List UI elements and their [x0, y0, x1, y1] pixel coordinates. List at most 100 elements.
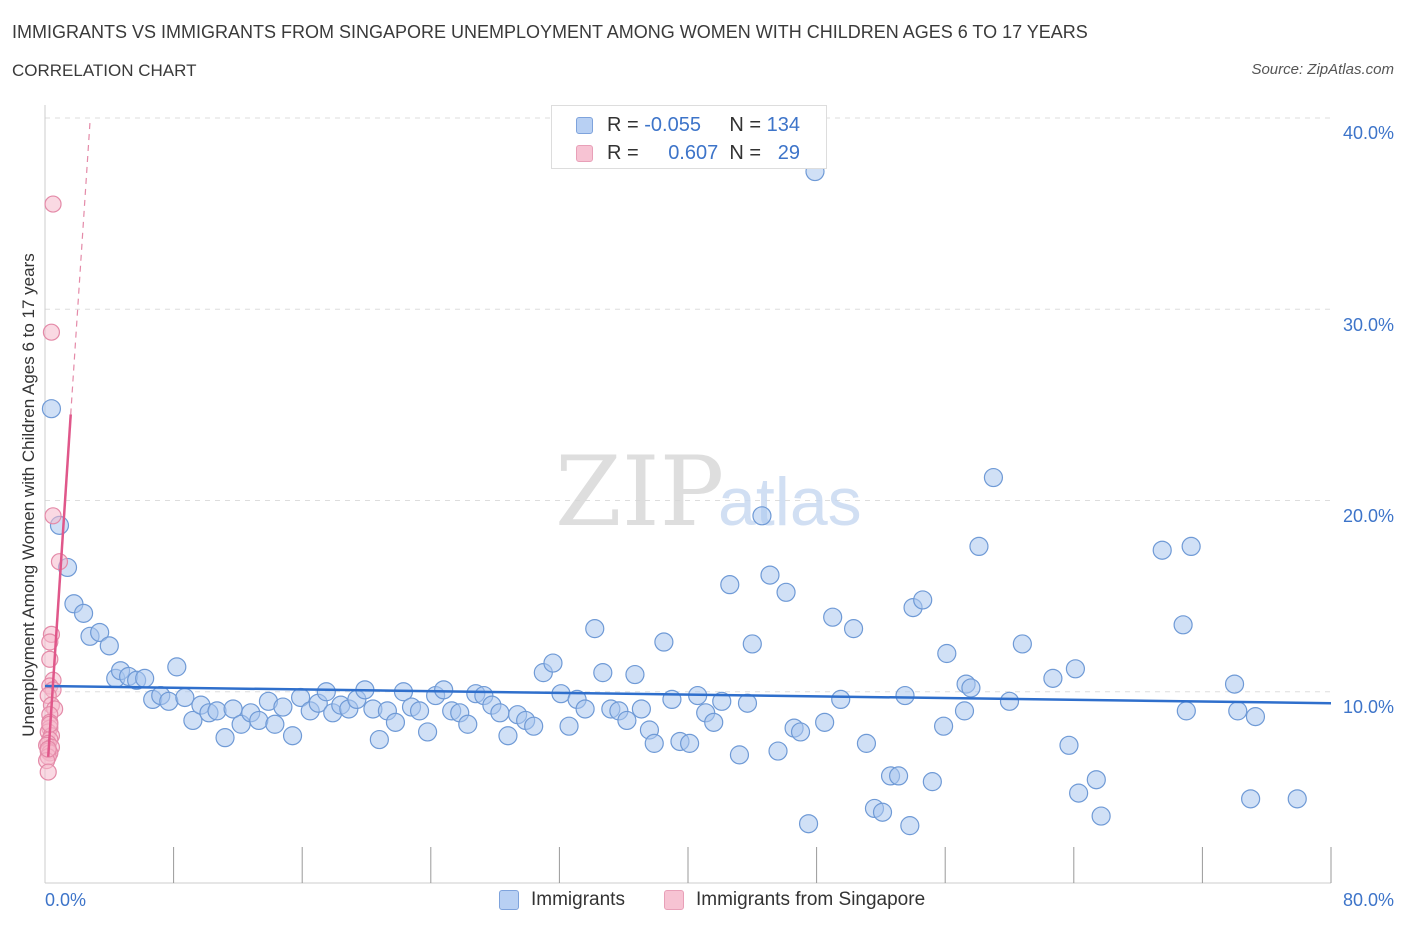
immigrants-point — [922, 772, 942, 792]
immigrants-point — [385, 712, 406, 732]
immigrants-point — [41, 399, 62, 419]
immigrants-point — [680, 733, 700, 753]
immigrants-point — [720, 575, 740, 595]
legend-swatch-blue — [499, 890, 519, 910]
source-label: Source: ZipAtlas.com — [1251, 61, 1394, 78]
legend-n-label: N = — [729, 141, 762, 164]
legend-swatch-blue — [576, 116, 593, 134]
grid-lines — [45, 117, 1331, 693]
immigrants-point — [215, 728, 235, 748]
immigrants-point — [99, 636, 119, 656]
immigrants-point — [729, 745, 750, 765]
immigrants-point — [737, 693, 758, 713]
legend-singapore-label: Immigrants from Singapore — [696, 889, 926, 910]
immigrants-point — [265, 714, 285, 734]
correlation-legend: R = -0.055 N = 134 R = 0.607 N = 29 — [551, 105, 827, 169]
legend-r-value: 0.607 — [668, 141, 719, 164]
immigrants-point — [776, 582, 796, 602]
immigrants-point — [167, 657, 187, 677]
immigrants-point — [752, 506, 772, 526]
legend-n-label: N = — [729, 113, 762, 136]
immigrants-point — [760, 565, 780, 585]
immigrants-point — [654, 632, 674, 652]
immigrants-point — [207, 701, 227, 721]
immigrants-point — [790, 722, 811, 742]
immigrants-point — [175, 687, 195, 708]
immigrants-point — [369, 729, 389, 750]
immigrants-point — [798, 814, 819, 834]
legend-r-label: R = — [607, 113, 639, 136]
trend-lines — [44, 121, 1332, 757]
immigrants-point — [768, 741, 788, 761]
legend-n-value: 29 — [777, 141, 800, 164]
immigrants-point — [458, 714, 478, 734]
y-axis-label: Unemployment Among Women with Children A… — [19, 253, 38, 737]
singapore-trendline-extension — [70, 121, 91, 415]
x-axis-ticks — [173, 847, 1332, 883]
immigrants-point — [617, 710, 637, 731]
legend-immigrants-label: Immigrants — [531, 889, 625, 910]
y-tick-label: 40.0% — [1342, 123, 1394, 143]
singapore-point — [39, 763, 57, 781]
legend-row-singapore: R = 0.607 N = 29 — [576, 141, 800, 165]
immigrants-point — [316, 682, 336, 702]
immigrants-point — [1176, 701, 1196, 721]
immigrants-point — [575, 699, 595, 719]
immigrants-point — [1241, 789, 1261, 809]
watermark: ZIP atlas — [555, 436, 862, 548]
immigrants-point — [895, 685, 915, 706]
immigrants-point — [704, 712, 724, 732]
immigrants-point — [983, 467, 1004, 488]
immigrants-point — [625, 664, 645, 685]
immigrants-point — [524, 716, 544, 736]
immigrants-point — [872, 802, 893, 822]
chart-title: IMMIGRANTS VS IMMIGRANTS FROM SINGAPORE … — [12, 22, 1088, 42]
immigrants-point — [815, 712, 835, 732]
immigrants-point — [183, 710, 203, 731]
singapore-point — [44, 195, 62, 213]
immigrants-point — [1224, 674, 1245, 694]
immigrants-point — [559, 716, 579, 736]
singapore-trendline — [46, 414, 72, 757]
legend-swatch-pink — [664, 890, 684, 910]
immigrants-point — [1245, 707, 1266, 727]
immigrants-points — [41, 161, 1307, 836]
immigrants-point — [249, 710, 269, 731]
y-tick-label: 30.0% — [1342, 315, 1394, 335]
singapore-point — [44, 507, 62, 525]
y-tick-label: 20.0% — [1342, 506, 1394, 526]
watermark-atlas: atlas — [718, 464, 862, 540]
immigrants-point — [1069, 783, 1089, 803]
immigrants-point — [90, 622, 110, 643]
legend-row-immigrants: R = -0.055 N = 134 — [576, 113, 800, 137]
immigrants-point — [969, 536, 989, 557]
singapore-point — [41, 633, 59, 651]
immigrants-point — [823, 607, 843, 627]
immigrants-point — [933, 716, 954, 736]
immigrants-point — [712, 691, 732, 711]
legend-immigrants: Immigrants — [499, 889, 625, 911]
legend-r-value: -0.055 — [644, 113, 701, 136]
immigrants-point — [954, 701, 975, 721]
immigrants-point — [543, 653, 563, 673]
immigrants-point — [999, 691, 1020, 711]
immigrants-point — [1043, 668, 1063, 688]
x-tick-label-min: 0.0% — [45, 890, 87, 910]
immigrants-point — [831, 689, 851, 710]
immigrants-point — [1181, 536, 1201, 557]
immigrants-point — [1228, 701, 1248, 721]
immigrants-point — [856, 733, 877, 753]
immigrants-point — [434, 680, 454, 700]
immigrants-point — [1086, 770, 1106, 790]
chart-subtitle: CORRELATION CHART — [12, 61, 197, 80]
y-tick-label: 10.0% — [1342, 697, 1394, 717]
immigrants-point — [73, 603, 94, 623]
immigrants-point — [593, 663, 613, 683]
immigrants-point — [631, 699, 651, 719]
immigrants-point — [1173, 615, 1193, 635]
immigrants-point — [1091, 806, 1111, 826]
immigrants-point — [1059, 735, 1079, 755]
immigrants-point — [913, 590, 933, 610]
immigrants-trendline — [44, 684, 1332, 705]
